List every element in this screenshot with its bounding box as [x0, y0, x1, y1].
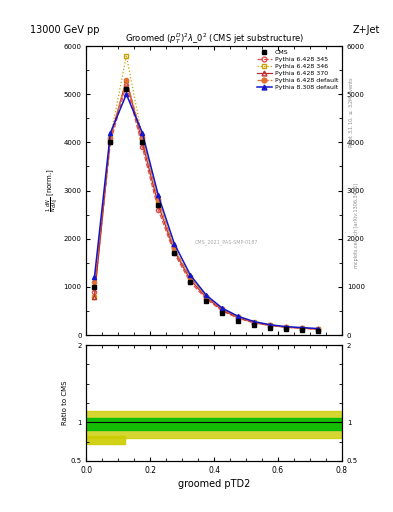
Y-axis label: $\frac{1}{N}\frac{dN}{d\lambda_{0}^{2}}$ [norm.]: $\frac{1}{N}\frac{dN}{d\lambda_{0}^{2}}$…: [44, 168, 61, 212]
Text: Z+Jet: Z+Jet: [353, 25, 380, 34]
Text: CMS_2021_PAS-SMP-0187: CMS_2021_PAS-SMP-0187: [195, 240, 259, 245]
Legend: CMS, Pythia 6.428 345, Pythia 6.428 346, Pythia 6.428 370, Pythia 6.428 default,: CMS, Pythia 6.428 345, Pythia 6.428 346,…: [255, 48, 340, 92]
Text: Rivet 3.1.10, $\geq$ 3.2M events: Rivet 3.1.10, $\geq$ 3.2M events: [348, 77, 355, 148]
Y-axis label: Ratio to CMS: Ratio to CMS: [62, 381, 68, 425]
Title: Groomed $(p_T^D)^2\lambda\_0^2$ (CMS jet substructure): Groomed $(p_T^D)^2\lambda\_0^2$ (CMS jet…: [125, 31, 304, 46]
Text: 13000 GeV pp: 13000 GeV pp: [30, 25, 100, 34]
X-axis label: groomed pTD2: groomed pTD2: [178, 479, 250, 489]
Text: mcplots.cern.ch [arXiv:1306.3436]: mcplots.cern.ch [arXiv:1306.3436]: [354, 183, 359, 268]
